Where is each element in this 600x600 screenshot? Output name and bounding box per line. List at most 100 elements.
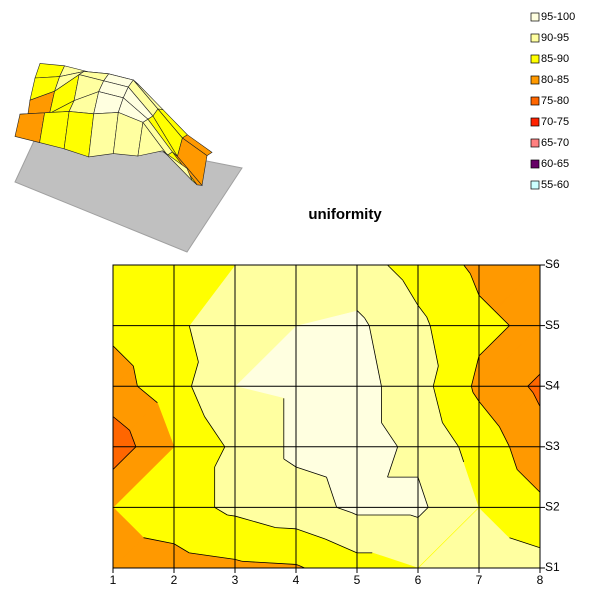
surface-face [162,150,193,181]
contour-line [429,325,439,367]
contour-line [469,273,480,296]
contour-bands [112,264,541,569]
legend-label: 70-75 [541,116,569,128]
contour-line [478,295,495,311]
legend-swatch [530,159,540,169]
contour-band [356,507,419,516]
contour-line [356,310,365,319]
contour-line [227,514,236,517]
contour-line [191,386,205,417]
contour-line [463,264,471,274]
contour-line [188,325,199,363]
contour-line [214,446,226,468]
y-tick-label: S4 [545,378,560,392]
legend-swatch [530,138,540,148]
contour-line [275,527,297,530]
contour-line [509,537,541,549]
legend-swatch [530,54,540,64]
contour-line [295,466,327,478]
legend-label: 60-65 [541,158,569,170]
contour-line [112,446,137,470]
x-tick-label: 8 [537,573,544,587]
contour-line [532,392,541,407]
contour-line [214,507,228,516]
contour-line [325,538,358,554]
y-tick-label: S1 [545,560,560,574]
contour-line [417,476,427,500]
contour-line [417,305,428,318]
contour-line [283,458,297,468]
contour-line [432,365,439,387]
x-tick-label: 1 [110,573,117,587]
y-tick-label: S5 [545,318,560,332]
contour-line [458,446,465,463]
legend-label: 95-100 [541,11,575,23]
chart-title: uniformity [308,206,382,223]
contour-line [364,317,370,326]
contour-line [173,543,190,554]
contour-line [426,316,431,326]
contour-line [527,373,541,387]
contour-line [387,264,404,281]
contour-line [527,385,534,394]
contour-line [442,422,459,448]
legend-label: 75-80 [541,95,569,107]
contour-line [470,355,480,387]
legend-label: 85-90 [541,53,569,65]
contour-line [234,515,276,528]
contour-line [402,279,419,306]
contour-line [112,416,130,431]
legend-swatch [530,12,540,22]
plot-border [112,264,541,569]
contour-line [493,310,510,326]
contour-line [516,469,541,493]
contour-line [472,392,480,402]
contour-line [381,422,398,448]
contour-line [189,552,236,560]
contour-line [368,325,378,367]
x-tick-label: 3 [232,573,239,587]
legend-swatch [530,117,540,127]
legend-label: 65-70 [541,137,569,149]
contour-line [410,514,419,518]
y-tick-label: S2 [545,500,560,514]
x-tick-label: 6 [415,573,422,587]
contour-line [432,386,443,423]
y-tick-label: S3 [545,439,560,453]
contour-line [326,476,338,508]
legend-label: 90-95 [541,32,569,44]
x-tick-label: 5 [354,573,361,587]
contour-line [470,386,474,393]
contour-line [478,401,500,427]
contour-line [112,345,134,367]
contour-line [509,446,518,470]
contour-line [351,512,358,516]
legend-swatch [530,33,540,43]
legend-swatch [530,75,540,85]
contour-line [295,528,326,540]
contour-line [143,537,175,545]
legend-swatch [530,96,540,106]
contour-line [129,430,137,447]
contour-line [137,385,158,404]
contour-line [417,507,429,518]
contour-line [387,446,399,478]
contour-line [425,499,429,508]
x-tick-label: 7 [476,573,483,587]
legend-swatch [530,180,540,190]
surface-3d [14,63,213,187]
contour-line [234,558,242,562]
legend-label: 80-85 [541,74,569,86]
contour-line [241,560,297,565]
contour-lines [112,264,541,569]
contour-line [204,416,226,448]
x-tick-label: 4 [293,573,300,587]
contour-line [336,507,352,514]
legend-label: 55-60 [541,179,569,191]
y-tick-label: S6 [545,257,560,271]
contour-line [376,365,382,387]
x-tick-label: 2 [171,573,178,587]
contour-line [191,361,199,387]
contour-line [478,325,510,357]
